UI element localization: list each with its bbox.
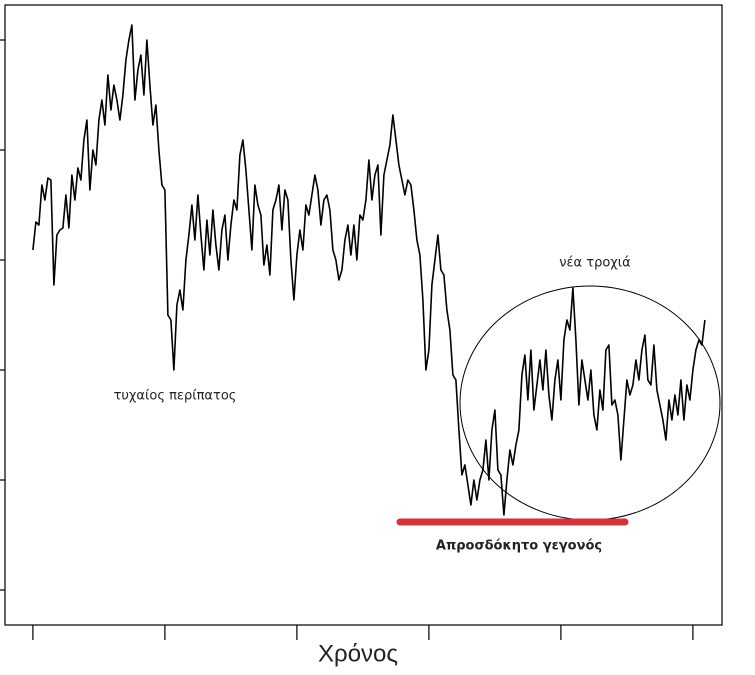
annotation: τυχαίος περίπατος (114, 389, 237, 404)
x-axis-label: Χρόνος (318, 640, 398, 667)
plot-frame (4, 4, 723, 626)
data-line (32, 24, 706, 516)
highlight-ellipse (459, 285, 721, 521)
annotation: νέα τροχιά (559, 256, 631, 271)
annotation: Απροσδόκητο γεγονός (436, 539, 602, 554)
